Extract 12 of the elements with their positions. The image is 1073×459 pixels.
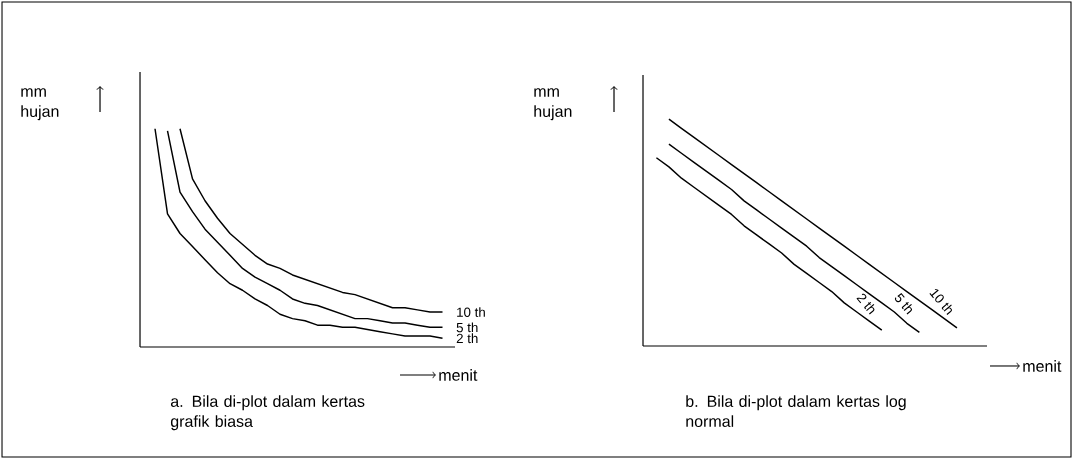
text: 5 th: [894, 293, 913, 315]
y-axis-title: mm hujan: [534, 88, 572, 121]
y-axis-title: mm hujan: [21, 88, 59, 121]
text: 10 th: [929, 288, 953, 315]
series-label: 5 th: [456, 322, 478, 333]
series-label: 10 th: [457, 307, 485, 317]
text: b. Bila di-plot dalam kertas log normal: [686, 395, 906, 427]
x-axis-title: menit: [439, 369, 478, 381]
x-axis-title: menit: [1023, 360, 1062, 372]
text: 2 th: [856, 293, 875, 315]
series-label: 2 th: [456, 333, 478, 344]
text: a. Bila di-plot dalam kertas grafik biasa: [170, 395, 365, 431]
